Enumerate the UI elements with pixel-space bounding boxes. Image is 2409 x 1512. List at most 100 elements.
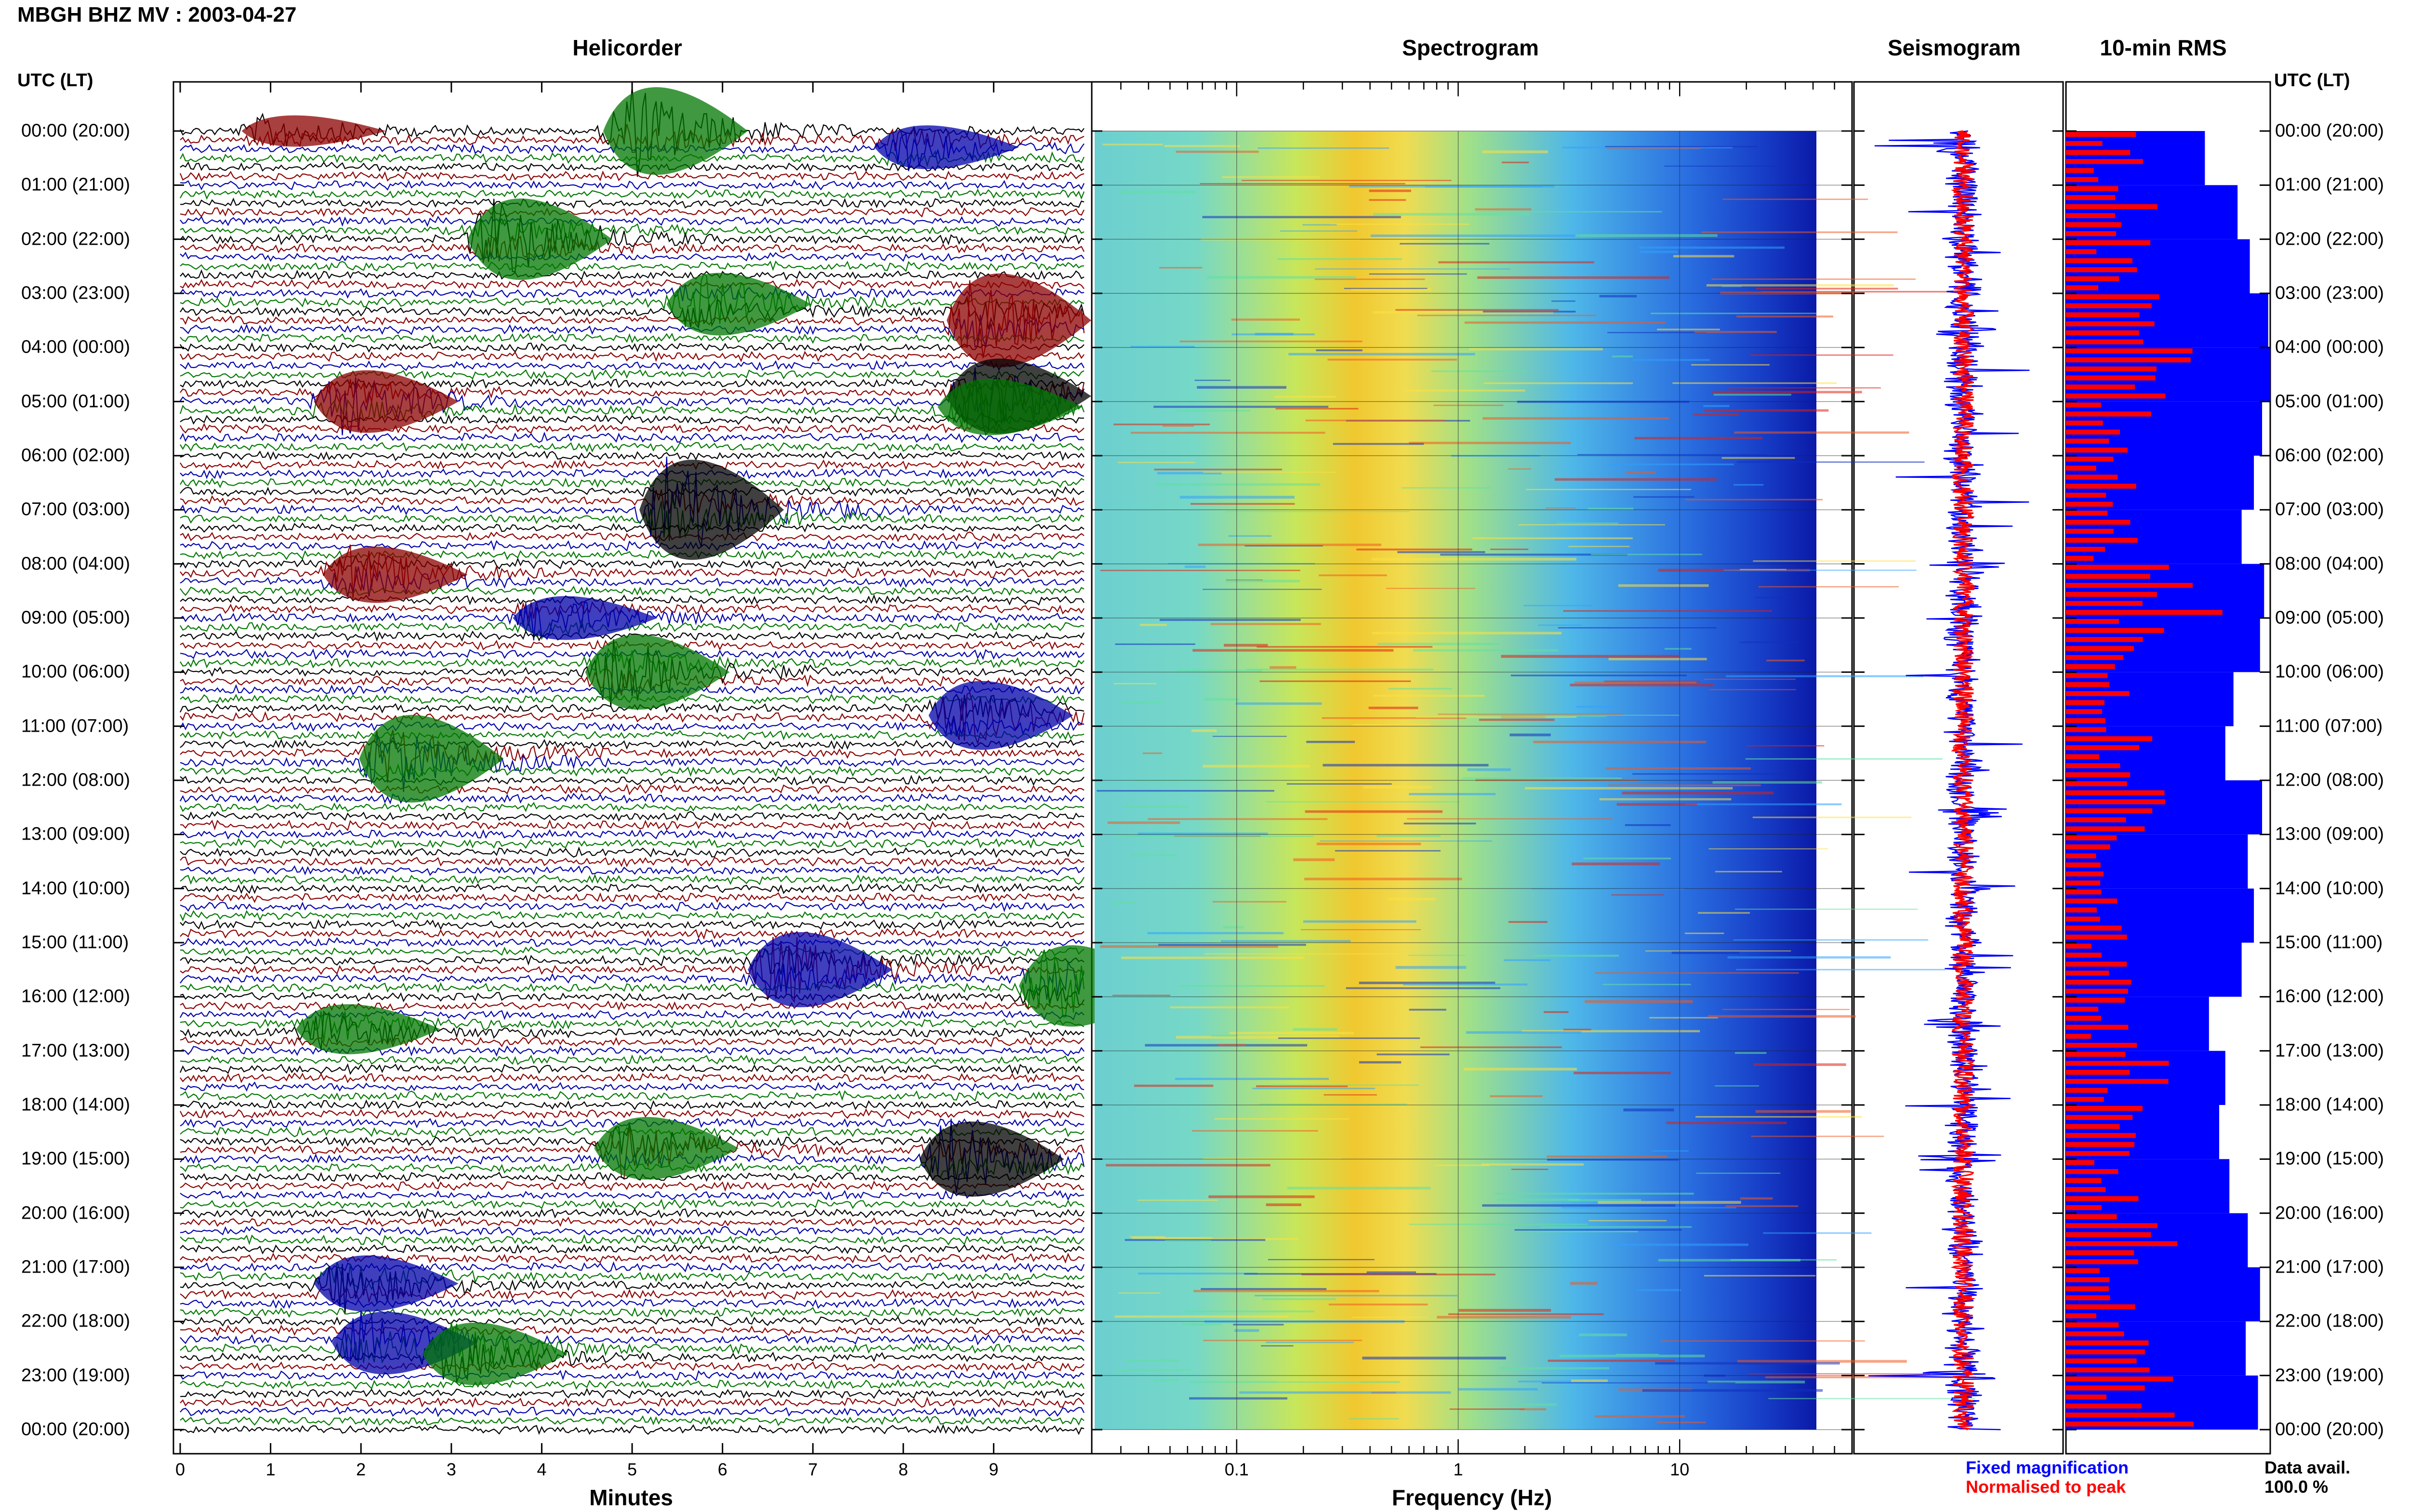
spectrogram-streak	[1274, 395, 1336, 398]
rms-normalised-bar	[2066, 691, 2130, 697]
spectrogram-streak	[1194, 380, 1231, 381]
rms-normalised-bar	[2066, 240, 2151, 245]
spectrogram-streak	[1217, 1044, 1246, 1046]
helicorder-trace	[180, 630, 1085, 642]
minutes-tick-label: 8	[898, 1459, 908, 1479]
spectrogram-streak	[1753, 560, 1916, 562]
helicorder-trace	[180, 1316, 1085, 1327]
rms-normalised-bar	[2066, 944, 2091, 949]
hour-label-left: 06:00 (02:00)	[21, 445, 131, 466]
helicorder-trace	[179, 171, 1085, 182]
helicorder-trace	[180, 269, 1085, 281]
spectrogram-streak	[1704, 409, 1829, 412]
rms-normalised-bar	[2066, 384, 2135, 390]
helicorder-trace	[180, 450, 1085, 461]
spectrogram-streak	[1533, 740, 1707, 743]
spectrogram-streak	[1113, 683, 1157, 684]
rms-fixed-bar	[2066, 1213, 2248, 1267]
hour-label-right: 16:00 (12:00)	[2275, 986, 2384, 1007]
rms-normalised-bar	[2066, 880, 2101, 886]
spectrogram-streak	[1252, 1088, 1375, 1090]
spectrogram-streak	[1114, 1315, 1289, 1318]
spectrogram-streak	[1409, 793, 1496, 795]
spectrogram-streak	[1752, 816, 1912, 818]
rms-normalised-bar	[2066, 574, 2150, 579]
spectrogram-streak	[1458, 1309, 1551, 1312]
spectrogram-streak	[1349, 1418, 1399, 1420]
spectrogram-streak	[1632, 773, 1796, 775]
legend-normalised-to-peak: Normalised to peak	[1966, 1477, 2126, 1497]
spectrogram-streak	[1665, 648, 1692, 650]
helicorder-trace	[180, 1208, 1085, 1220]
helicorder-trace	[179, 1063, 1085, 1075]
spectrogram-streak	[1420, 1046, 1562, 1048]
rms-fixed-bar	[2066, 1375, 2258, 1430]
helicorder-trace	[180, 892, 1085, 903]
rms-normalised-bar	[2066, 817, 2126, 823]
spectrogram-streak	[1490, 1095, 1543, 1097]
rms-normalised-bar	[2066, 763, 2120, 768]
spectrogram-streak	[1198, 543, 1381, 546]
spectrogram-streak	[1438, 713, 1623, 715]
rms-normalised-bar	[2066, 979, 2131, 985]
spectrogram-streak	[1476, 211, 1662, 212]
spectrogram-streak	[1204, 698, 1239, 701]
spectrogram-streak	[1607, 332, 1707, 333]
helicorder-trace	[180, 738, 1085, 750]
spectrogram-streak	[1191, 1130, 1318, 1132]
utc-header-left: UTC (LT)	[17, 70, 93, 91]
rms-normalised-bar	[2066, 1007, 2099, 1012]
spectrogram-streak	[1226, 579, 1300, 583]
spectrogram-streak	[1508, 468, 1531, 470]
helicorder-event-burst	[594, 1117, 739, 1180]
spectrogram-streak	[1475, 208, 1532, 210]
spectrogram-streak	[1583, 857, 1671, 860]
hour-label-left: 23:00 (19:00)	[21, 1365, 131, 1386]
helicorder-event-burst	[874, 125, 1019, 170]
spectrogram-streak	[1763, 1232, 1872, 1234]
spectrogram-streak	[1514, 1229, 1682, 1231]
helicorder-event-burst	[422, 1322, 567, 1385]
spectrogram-streak	[1288, 353, 1475, 355]
frequency-axis-label: Frequency (Hz)	[1391, 1485, 1552, 1510]
spectrogram-streak	[1409, 1223, 1588, 1225]
helicorder-trace	[180, 717, 1085, 736]
hour-label-right: 11:00 (07:00)	[2275, 716, 2383, 736]
spectrogram-streak	[1102, 144, 1163, 145]
helicorder-trace	[180, 198, 1085, 273]
spectrogram-streak	[1591, 553, 1703, 555]
rms-normalised-bar	[2066, 285, 2098, 290]
spectrogram-streak	[1541, 1226, 1692, 1228]
rms-normalised-bar	[2066, 637, 2143, 642]
helicorder-event-burst	[314, 1255, 459, 1312]
spectrogram-streak	[1727, 956, 1891, 959]
spectrogram-streak	[1576, 706, 1613, 708]
helicorder-trace	[180, 235, 1085, 263]
spectrogram-streak	[1658, 1259, 1800, 1262]
spectrogram-streak	[1479, 719, 1555, 721]
rms-normalised-bar	[2066, 1340, 2149, 1346]
spectrogram-streak	[1626, 471, 1656, 474]
rms-normalised-bar	[2066, 1322, 2119, 1328]
spectrogram-streak	[1100, 569, 1300, 571]
rms-normalised-bar	[2066, 592, 2157, 597]
spectrogram-streak	[1152, 1379, 1178, 1381]
rms-normalised-bar	[2066, 862, 2101, 868]
spectrogram-streak	[1510, 674, 1687, 677]
spectrogram-streak	[1362, 1356, 1506, 1360]
spectrogram-streak	[1212, 901, 1286, 903]
spectrogram-streak	[1431, 370, 1526, 372]
hour-label-right: 17:00 (13:00)	[2275, 1040, 2384, 1061]
minutes-tick-label: 4	[537, 1459, 547, 1479]
spectrogram-streak	[1551, 300, 1575, 302]
spectrogram-streak	[1303, 920, 1416, 923]
spectrogram-streak	[1123, 805, 1188, 808]
spectrogram-streak	[1176, 409, 1251, 412]
hour-label-right: 00:00 (20:00)	[2275, 1419, 2384, 1440]
spectrogram-streak	[1483, 382, 1633, 384]
spectrogram-streak	[1532, 888, 1684, 890]
spectrogram-streak	[1575, 681, 1697, 684]
helicorder-event-burst	[666, 273, 811, 336]
helicorder-trace	[180, 368, 1085, 381]
spectrogram-streak	[1588, 1220, 1667, 1222]
